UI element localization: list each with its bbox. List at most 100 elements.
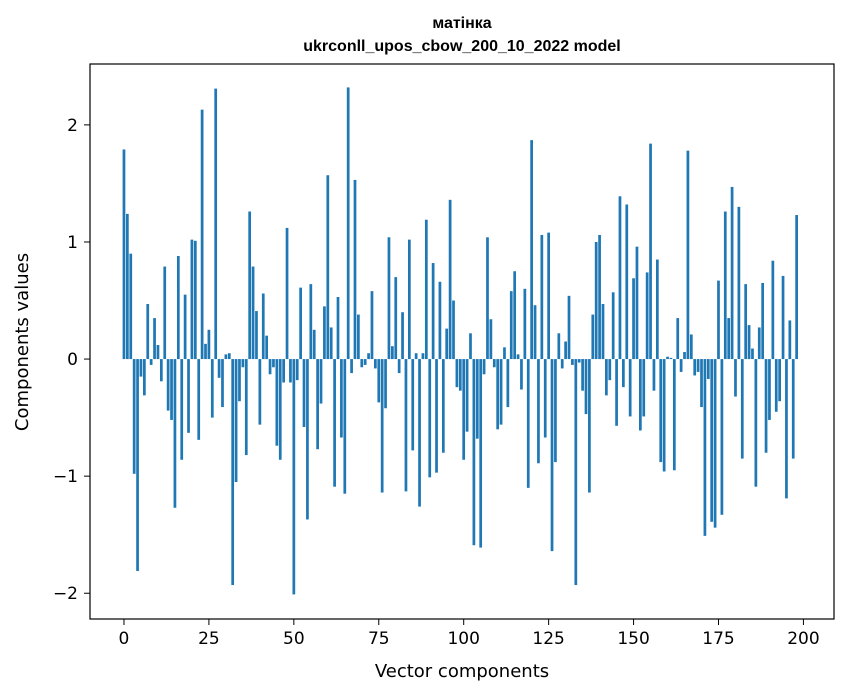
bar — [143, 359, 146, 396]
bar — [448, 199, 452, 360]
bar — [737, 206, 741, 360]
bar — [166, 359, 170, 411]
bar — [309, 284, 313, 360]
bar — [655, 259, 659, 360]
bar — [374, 359, 377, 369]
bar — [391, 346, 394, 360]
bar — [469, 333, 472, 360]
bar — [543, 359, 547, 438]
bar — [591, 314, 595, 360]
bar — [594, 241, 598, 360]
y-tick-label: −1 — [53, 467, 78, 487]
bar — [404, 359, 408, 492]
bar — [706, 359, 710, 379]
bar — [183, 294, 187, 360]
bar — [187, 359, 190, 433]
bar — [299, 287, 302, 360]
bar — [176, 256, 180, 360]
bar — [584, 359, 588, 415]
bar — [574, 359, 578, 586]
bar — [679, 359, 683, 372]
bar — [244, 359, 248, 456]
bar — [173, 359, 177, 508]
bar — [526, 359, 530, 488]
y-tick-label: 0 — [67, 350, 78, 370]
bar — [601, 304, 605, 360]
bar — [441, 359, 445, 453]
bar — [163, 266, 167, 360]
bar — [530, 140, 533, 360]
bar — [333, 359, 336, 487]
bar — [489, 319, 493, 360]
bar — [774, 359, 778, 412]
bar — [564, 341, 567, 360]
bar — [343, 359, 347, 494]
bar — [588, 359, 591, 493]
bar — [323, 306, 326, 360]
bar — [401, 312, 404, 360]
bar — [696, 359, 700, 372]
bar — [159, 359, 163, 382]
bar — [611, 292, 615, 360]
bar — [329, 327, 333, 360]
bar — [635, 246, 639, 360]
bar — [795, 215, 798, 360]
bar — [764, 359, 768, 453]
bar — [537, 359, 540, 464]
bar — [445, 328, 449, 360]
bar — [221, 359, 224, 408]
bar — [523, 288, 527, 360]
bar — [234, 359, 238, 482]
plot-frame — [89, 63, 835, 620]
bar — [513, 271, 517, 360]
bar — [316, 359, 319, 450]
bar — [258, 359, 262, 425]
bar — [605, 359, 608, 396]
bar — [693, 359, 697, 376]
bar — [197, 359, 201, 440]
bar — [292, 359, 296, 595]
bar — [499, 359, 503, 425]
bar — [662, 359, 666, 472]
bar — [462, 359, 466, 460]
bar — [357, 314, 360, 360]
bar — [126, 213, 129, 360]
bar — [768, 359, 771, 420]
bar — [632, 278, 635, 360]
x-tick-label: 125 — [532, 629, 564, 649]
bar — [533, 305, 537, 360]
bar — [628, 359, 632, 417]
bar — [625, 204, 629, 360]
bar — [472, 359, 476, 546]
bar — [265, 335, 269, 360]
bar — [683, 352, 686, 360]
bar — [598, 234, 601, 360]
bar — [503, 347, 506, 360]
bar — [703, 359, 707, 536]
bar — [757, 327, 761, 360]
bar — [479, 359, 483, 548]
x-tick-label: 75 — [368, 629, 390, 649]
bar — [289, 359, 292, 383]
bar — [557, 333, 561, 360]
bar — [639, 359, 642, 431]
bar — [720, 359, 724, 515]
bar — [761, 282, 765, 360]
bar — [200, 109, 204, 360]
bar — [506, 359, 510, 408]
x-tick-label: 0 — [119, 629, 130, 649]
x-tick-label: 25 — [198, 629, 220, 649]
bar — [734, 359, 737, 397]
bar — [193, 240, 197, 360]
y-axis-label: Components values — [12, 253, 33, 431]
x-axis-label: Vector components — [375, 661, 549, 682]
bar — [306, 359, 309, 520]
bar — [302, 359, 306, 427]
bar — [397, 359, 401, 374]
bar — [771, 260, 775, 360]
bar — [486, 237, 489, 360]
bar — [713, 359, 717, 528]
bar — [214, 88, 218, 360]
bar — [659, 359, 663, 463]
